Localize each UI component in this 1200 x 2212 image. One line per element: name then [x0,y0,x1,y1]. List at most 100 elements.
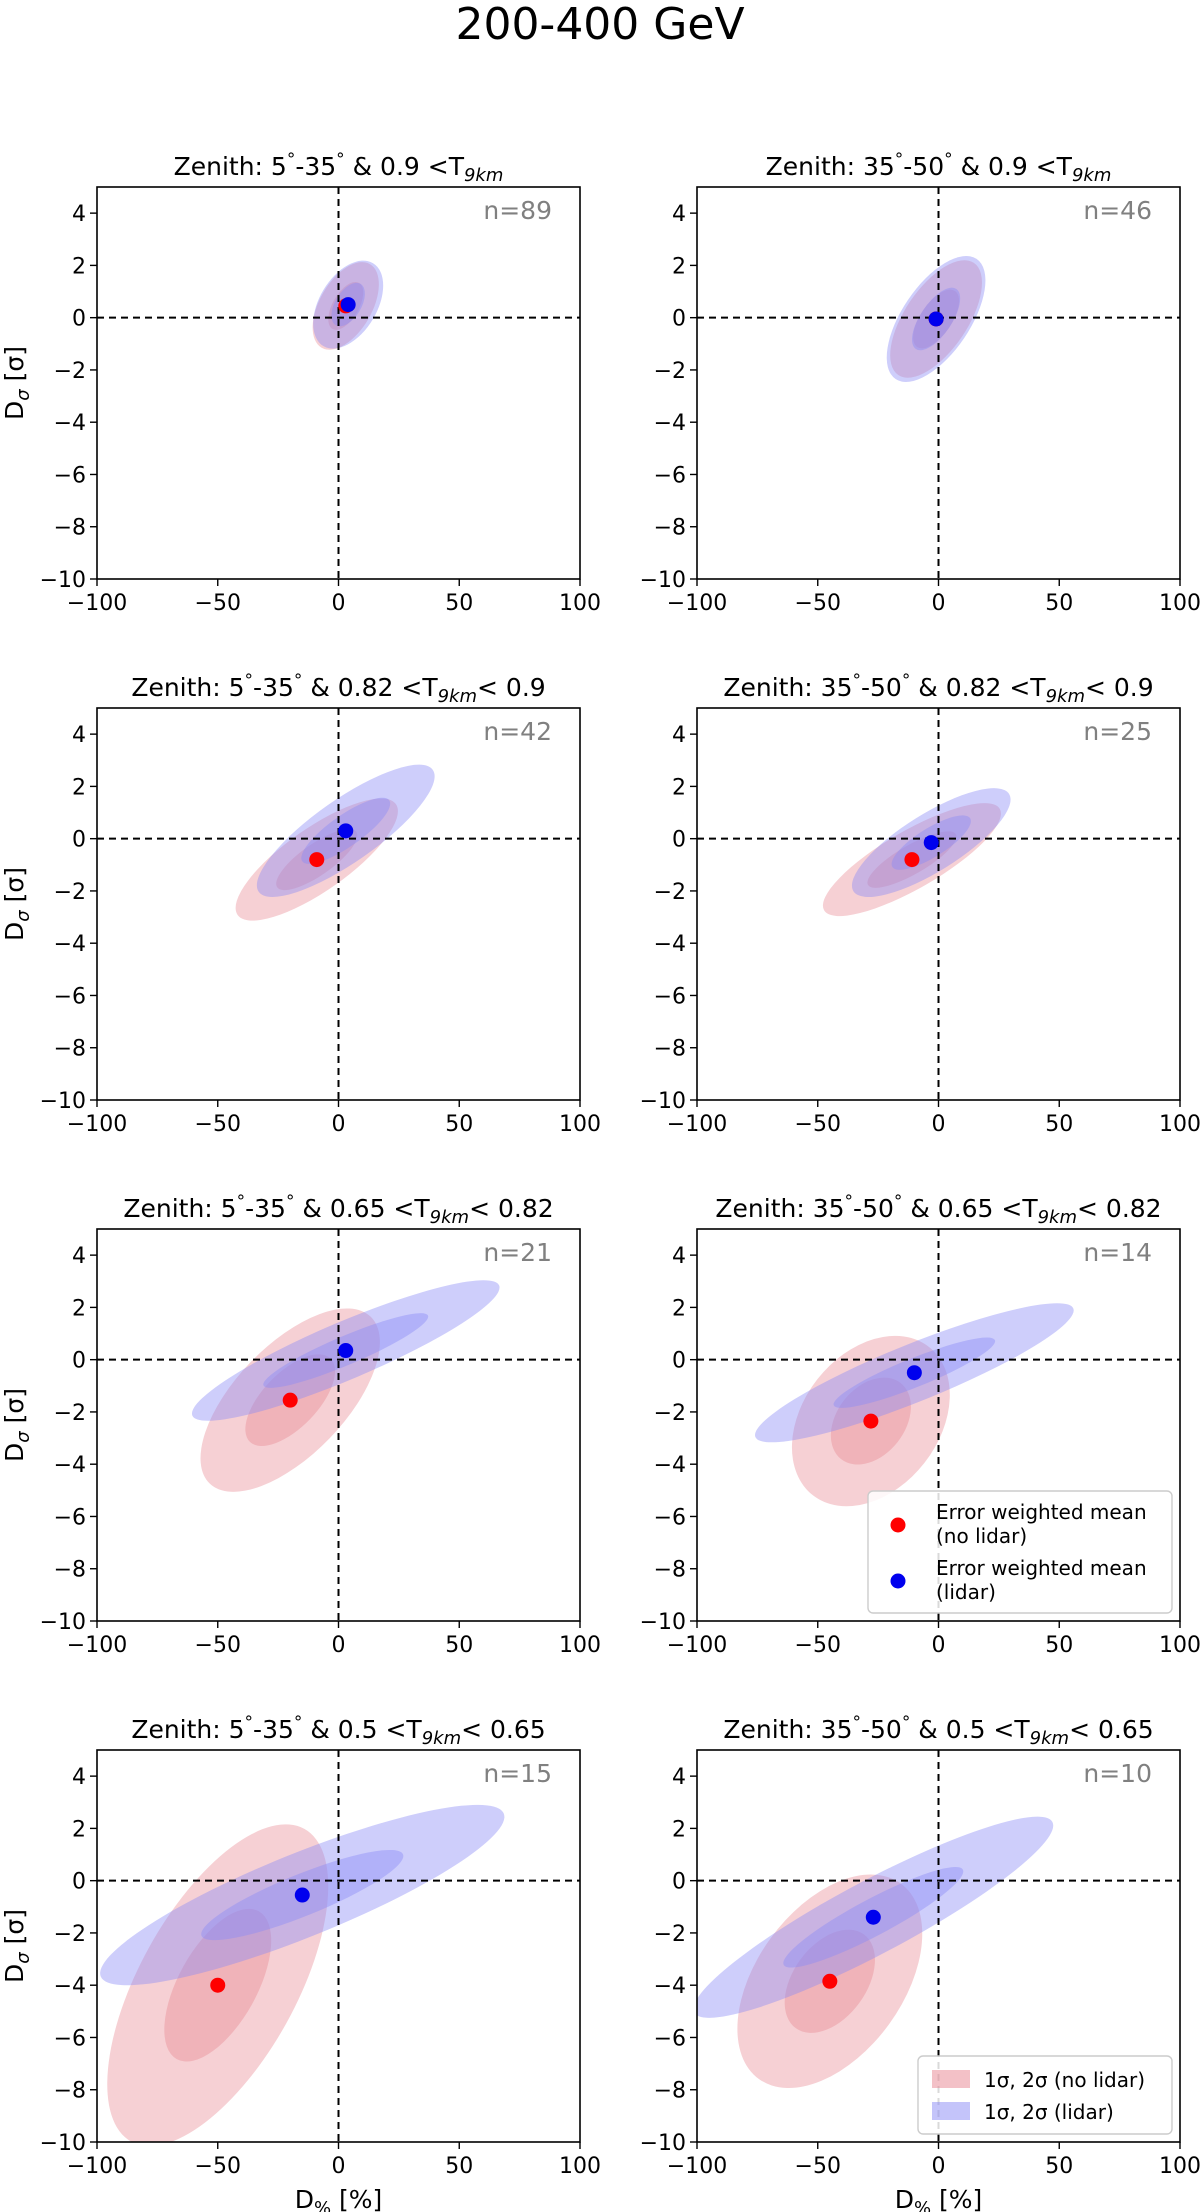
y-tick-label: −10 [640,2131,686,2156]
subplot-title-part: -50 [903,152,944,181]
y-axis-label-main: D [0,401,29,420]
subplot-title-part: -50 [861,1715,902,1744]
subplot-title: Zenith: 5°-35° & 0.5 <T9km< 0.65 [131,1713,545,1749]
x-tick-label: 0 [932,2154,946,2179]
subplot-title-part: Zenith: 5 [131,1715,244,1744]
x-tick-label: −100 [667,591,727,616]
subplot-title: Zenith: 5°-35° & 0.9 <T9km [174,150,504,186]
y-tick-label: −6 [54,463,86,488]
legend-label: Error weighted mean [936,1500,1147,1524]
y-tick-label: −2 [654,880,686,905]
subplot-title: Zenith: 35°-50° & 0.9 <T9km [766,150,1112,186]
x-tick-label: 50 [1045,1112,1073,1137]
subplot-title-part: ° [286,1192,295,1212]
legend-marker [890,1573,906,1589]
y-axis-label-main: D [0,1443,29,1462]
y-axis-label: Dσ [σ] [0,346,34,420]
subplot-title-part: ° [853,671,862,691]
x-axis-label-main: D [295,2185,314,2212]
subplot-title-part: < 0.9 [1085,673,1154,702]
x-axis-label: D% [%] [895,2185,983,2212]
y-tick-label: −6 [654,984,686,1009]
y-tick-label: 4 [72,723,86,748]
subplot-title-part: ° [287,150,296,170]
x-tick-label: −50 [195,1633,241,1658]
y-tick-label: 2 [672,254,686,279]
y-tick-label: 0 [672,1349,686,1374]
subplot-title-part: -50 [861,673,902,702]
y-tick-label: 4 [672,202,686,227]
y-axis-label: Dσ [σ] [0,1388,34,1462]
x-tick-label: 50 [445,1633,473,1658]
subplot-title-part: Zenith: 5 [174,152,287,181]
subplot-title: Zenith: 35°-50° & 0.65 <T9km< 0.82 [715,1192,1161,1228]
count-label: n=25 [1083,717,1152,746]
plot-area [697,708,1180,1100]
no-lidar-mean-point [904,852,920,868]
subplot-title-part: 9km [438,686,477,707]
x-axis-label-sub: % [314,2198,331,2212]
y-tick-label: −10 [640,1610,686,1635]
subplot-title-part: 9km [1030,1728,1069,1749]
x-tick-label: −100 [67,2154,127,2179]
lidar-mean-point [923,835,939,851]
x-tick-label: −100 [67,591,127,616]
subplot-title-part: Zenith: 35 [723,1715,852,1744]
y-axis-label-unit: [σ] [0,346,29,389]
subplot-title-part: < 0.65 [1069,1715,1154,1744]
y-axis-label-sub: σ [13,389,34,401]
subplot-title-part: ° [294,671,303,691]
subplot-title-part: ° [894,1192,903,1212]
y-tick-label: −8 [654,1558,686,1583]
subplot-title-part: ° [294,1713,303,1733]
y-tick-label: −4 [54,1453,86,1478]
y-tick-label: 4 [672,1244,686,1269]
subplot-title-part: ° [237,1192,246,1212]
y-tick-label: −10 [40,2131,86,2156]
x-tick-label: 50 [445,2154,473,2179]
y-tick-label: 2 [72,254,86,279]
plot-area [97,1750,580,2142]
subplot-title-part: -35 [245,1194,286,1223]
x-tick-label: 0 [932,591,946,616]
x-tick-label: −50 [795,1112,841,1137]
subplot-title: Zenith: 35°-50° & 0.5 <T9km< 0.65 [723,1713,1153,1749]
subplot-title-part: ° [336,150,345,170]
no-lidar-mean-point [282,1392,298,1408]
lidar-mean-point [294,1887,310,1903]
subplot-title-part: Zenith: 5 [123,1194,236,1223]
subplot-title-part: Zenith: 35 [766,152,895,181]
y-tick-label: 0 [672,828,686,853]
y-tick-label: −8 [654,1037,686,1062]
subplot-title-part: & 0.65 <T [902,1194,1038,1223]
x-tick-label: −100 [667,2154,727,2179]
y-tick-label: −8 [54,2079,86,2104]
x-tick-label: 0 [332,591,346,616]
subplot-title-part: & 0.5 <T [302,1715,422,1744]
y-tick-label: −6 [54,1505,86,1530]
plot-area [97,187,580,579]
legend-swatch [932,2070,970,2088]
y-tick-label: −10 [640,568,686,593]
y-tick-label: −4 [54,411,86,436]
x-tick-label: 50 [1045,2154,1073,2179]
subplot-title-part: < 0.9 [477,673,546,702]
y-axis-label-main: D [0,1964,29,1983]
y-tick-label: 0 [72,1870,86,1895]
legend-box [867,1490,1173,1614]
x-tick-label: −100 [67,1112,127,1137]
lidar-mean-point [865,1909,881,1925]
subplot-title-part: 9km [464,165,503,186]
x-tick-label: 100 [1159,1633,1200,1658]
x-tick-label: −50 [195,1112,241,1137]
subplot-title: Zenith: 5°-35° & 0.82 <T9km< 0.9 [131,671,545,707]
y-tick-label: 0 [72,828,86,853]
y-tick-label: −10 [640,1089,686,1114]
x-tick-label: 0 [332,1112,346,1137]
x-tick-label: 100 [559,1112,601,1137]
subplot-title-part: -35 [253,1715,294,1744]
y-tick-label: −2 [54,359,86,384]
lidar-mean-point [338,823,354,839]
